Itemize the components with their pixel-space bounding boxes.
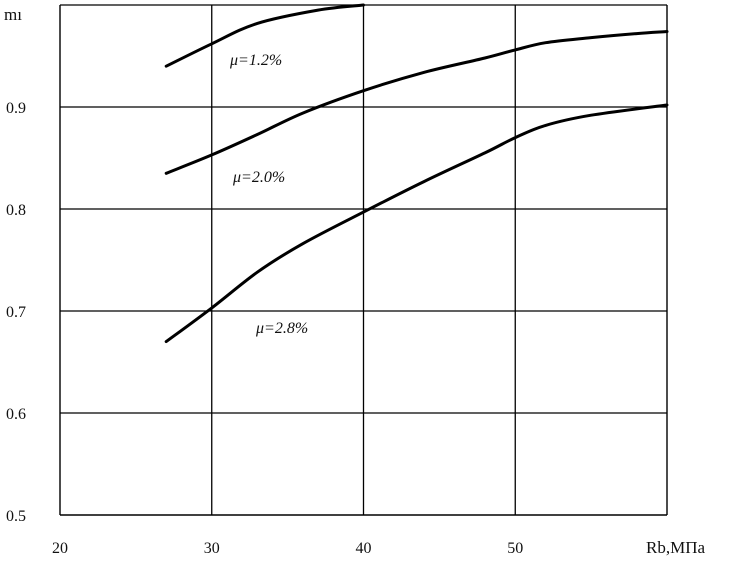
series xyxy=(164,3,669,344)
y-tick-label-3: 0.7 xyxy=(6,304,26,321)
series-label-1: μ=1.2% xyxy=(229,52,282,69)
x-tick-label-2: 30 xyxy=(204,540,220,557)
x-tick-label-3: 40 xyxy=(356,540,372,557)
grid xyxy=(60,5,667,515)
y-tick-label-2: 0.6 xyxy=(6,406,26,423)
series-line-2 xyxy=(164,30,669,175)
x-axis-label: Rb,МПа xyxy=(646,538,705,557)
tick-labels: 0.5 0.6 0.7 0.8 0.9 20 30 40 50 xyxy=(6,100,523,557)
x-tick-label-4: 50 xyxy=(507,540,523,557)
series-line-3 xyxy=(164,103,669,344)
series-label-3: μ=2.8% xyxy=(255,320,308,337)
series-label-2: μ=2.0% xyxy=(232,169,285,186)
series-line-1 xyxy=(164,3,365,68)
y-axis-label: mı xyxy=(4,5,22,24)
y-tick-label-5: 0.9 xyxy=(6,100,26,117)
y-tick-label-1: 0.5 xyxy=(6,508,26,525)
y-tick-label-4: 0.8 xyxy=(6,202,26,219)
x-tick-label-1: 20 xyxy=(52,540,68,557)
